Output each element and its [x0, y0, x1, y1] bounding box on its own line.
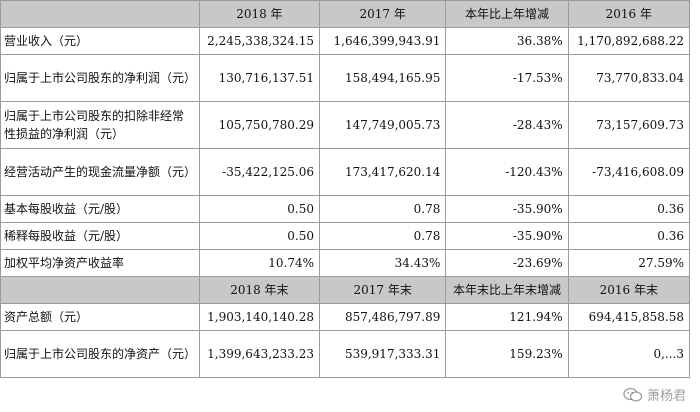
column-header — [0, 276, 200, 304]
table-row: 归属于上市公司股东的扣除非经常性损益的净利润（元） 105,750,780.29 1… — [0, 101, 691, 149]
column-header: 本年末比上年末增减 — [445, 276, 569, 304]
watermark: 萧杨君 — [623, 385, 686, 404]
header-row-year-end: 2018 年末 2017 年末 本年末比上年末增减 2016 年末 — [0, 276, 691, 304]
table-row: 归属于上市公司股东的净资产（元） 1,399,643,233.23 539,917,… — [0, 330, 691, 378]
row-label: 加权平均净资产收益率 — [0, 249, 200, 277]
table-row: 经营活动产生的现金流量净额（元） -35,422,125.06 173,417,62… — [0, 148, 691, 196]
cell-change: -28.43% — [445, 101, 569, 149]
cell-2016: 27.59% — [567, 249, 691, 277]
cell-2016: 0.36 — [567, 222, 691, 250]
cell-2018: 130,716,137.51 — [198, 54, 321, 102]
cell-2018: -35,422,125.06 — [198, 148, 321, 196]
financial-table: 2018 年 2017 年本年比上年增减 2016 年营业收入（元） 2,245,33… — [0, 0, 691, 378]
column-header: 2017 年 — [319, 0, 447, 28]
column-header — [0, 0, 200, 28]
column-header: 2016 年末 — [567, 276, 691, 304]
row-label: 归属于上市公司股东的净利润（元） — [0, 54, 200, 102]
column-header: 2016 年 — [567, 0, 691, 28]
cell-2016: 0,...3 — [567, 330, 691, 378]
cell-change: 36.38% — [445, 27, 569, 55]
cell-2016: 73,770,833.04 — [567, 54, 691, 102]
row-label: 资产总额（元） — [0, 303, 200, 331]
row-label: 归属于上市公司股东的扣除非经常性损益的净利润（元） — [0, 101, 200, 149]
column-header: 2017 年末 — [319, 276, 447, 304]
column-header: 2018 年末 — [198, 276, 321, 304]
cell-2018: 1,399,643,233.23 — [198, 330, 321, 378]
cell-2017: 857,486,797.89 — [319, 303, 447, 331]
cell-change: 159.23% — [445, 330, 569, 378]
header-row-annual: 2018 年 2017 年本年比上年增减 2016 年 — [0, 0, 691, 28]
cell-2016: 694,415,858.58 — [567, 303, 691, 331]
cell-2017: 173,417,620.14 — [319, 148, 447, 196]
cell-2018: 105,750,780.29 — [198, 101, 321, 149]
table-row: 营业收入（元） 2,245,338,324.15 1,646,399,943.91 3… — [0, 27, 691, 55]
table-row: 基本每股收益（元/股） 0.50 0.78 -35.90% 0.36 — [0, 195, 691, 223]
column-header: 2018 年 — [198, 0, 321, 28]
cell-change: -17.53% — [445, 54, 569, 102]
cell-change: -120.43% — [445, 148, 569, 196]
cell-2018: 2,245,338,324.15 — [198, 27, 321, 55]
cell-2016: 1,170,892,688.22 — [567, 27, 691, 55]
table-row: 加权平均净资产收益率 10.74% 34.43% -23.69% 27.59% — [0, 249, 691, 277]
cell-2016: 0.36 — [567, 195, 691, 223]
cell-2017: 1,646,399,943.91 — [319, 27, 447, 55]
cell-2017: 0.78 — [319, 222, 447, 250]
watermark-text: 萧杨君 — [646, 389, 686, 404]
cell-change: -35.90% — [445, 195, 569, 223]
cell-2017: 147,749,005.73 — [319, 101, 447, 149]
wechat-icon — [623, 387, 643, 403]
cell-2018: 0.50 — [198, 222, 321, 250]
table-row: 资产总额（元） 1,903,140,140.28 857,486,797.89 121… — [0, 303, 691, 331]
cell-2017: 158,494,165.95 — [319, 54, 447, 102]
cell-2016: -73,416,608.09 — [567, 148, 691, 196]
cell-2017: 539,917,333.31 — [319, 330, 447, 378]
cell-2016: 73,157,609.73 — [567, 101, 691, 149]
table-row: 稀释每股收益（元/股） 0.50 0.78 -35.90% 0.36 — [0, 222, 691, 250]
row-label: 营业收入（元） — [0, 27, 200, 55]
cell-2018: 0.50 — [198, 195, 321, 223]
cell-change: -35.90% — [445, 222, 569, 250]
row-label: 基本每股收益（元/股） — [0, 195, 200, 223]
cell-2018: 10.74% — [198, 249, 321, 277]
cell-2017: 0.78 — [319, 195, 447, 223]
column-header: 本年比上年增减 — [445, 0, 569, 28]
cell-change: 121.94% — [445, 303, 569, 331]
cell-change: -23.69% — [445, 249, 569, 277]
row-label: 归属于上市公司股东的净资产（元） — [0, 330, 200, 378]
cell-2017: 34.43% — [319, 249, 447, 277]
cell-2018: 1,903,140,140.28 — [198, 303, 321, 331]
row-label: 稀释每股收益（元/股） — [0, 222, 200, 250]
table-row: 归属于上市公司股东的净利润（元） 130,716,137.51 158,494,16… — [0, 54, 691, 102]
row-label: 经营活动产生的现金流量净额（元） — [0, 148, 200, 196]
